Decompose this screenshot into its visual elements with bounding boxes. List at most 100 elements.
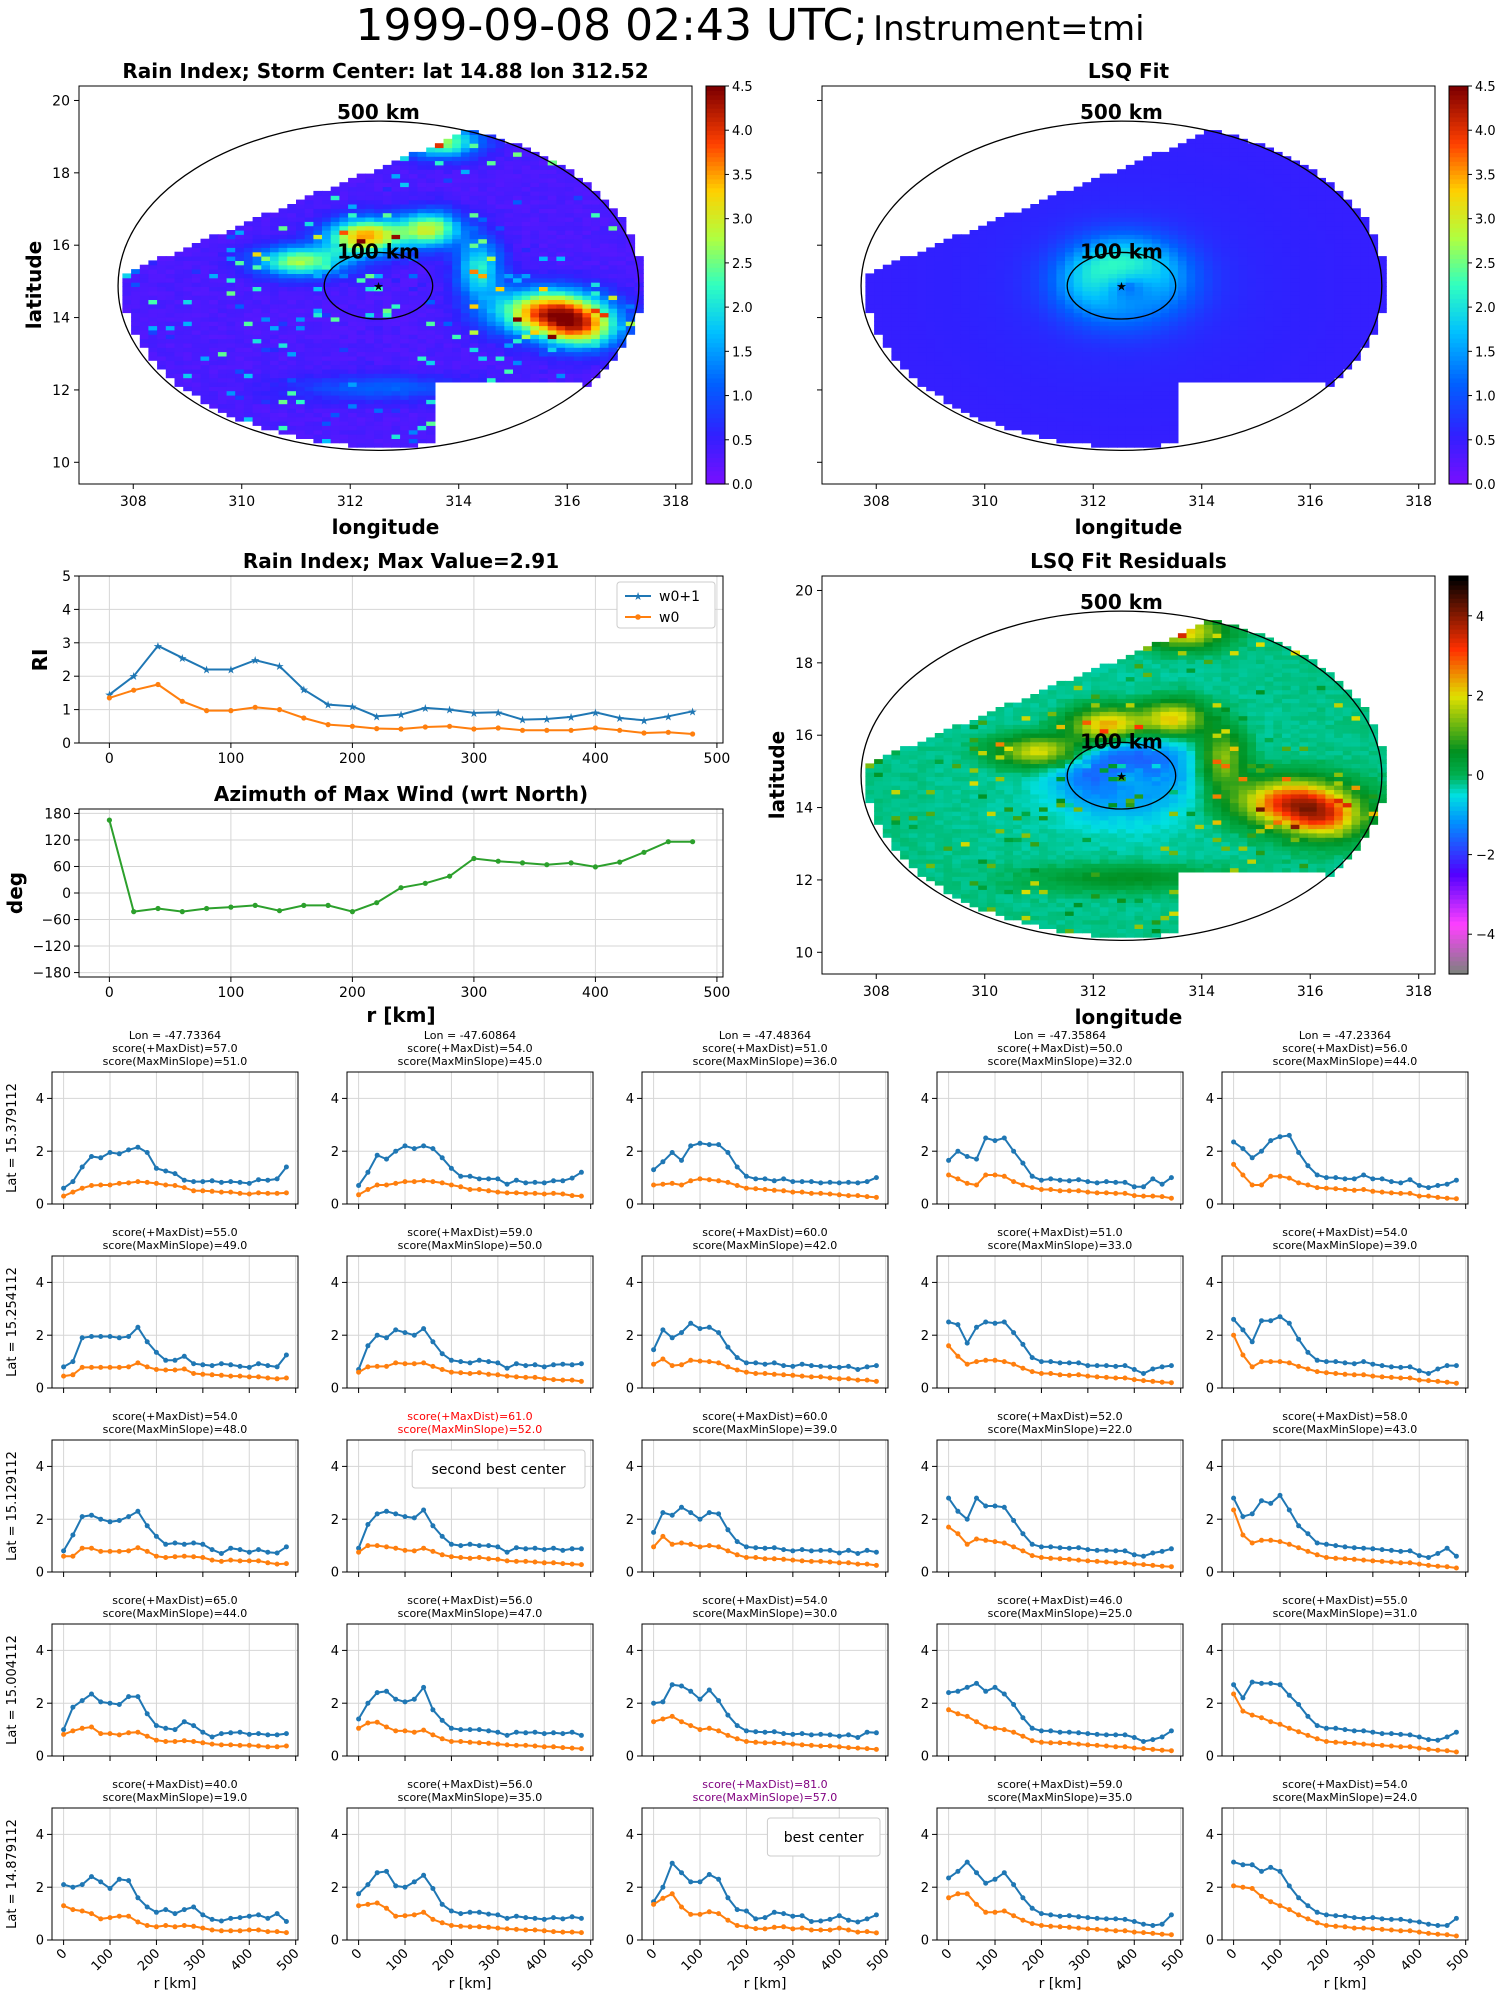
grid-r0c3-point-w0 xyxy=(1150,1194,1155,1199)
grid-r3c0-point-w0 xyxy=(154,1738,159,1743)
grid-r0c4-point-w0p1 xyxy=(1389,1179,1394,1184)
grid-r0c0-point-w0 xyxy=(154,1181,159,1186)
grid-r4c3-point-w0p1 xyxy=(1039,1911,1044,1916)
grid-r2c2-point-w0 xyxy=(670,1542,675,1547)
grid-r0c2-point-w0p1 xyxy=(846,1180,851,1185)
grid-r4c1-score-maxminslope: score(MaxMinSlope)=35.0 xyxy=(398,1791,543,1804)
grid-r3c4-point-w0p1 xyxy=(1380,1731,1385,1736)
grid-r0c4-point-w0p1 xyxy=(1240,1146,1245,1151)
grid-r0c4-ytick-label: 4 xyxy=(1206,1092,1214,1107)
az-plot-ylabel: deg xyxy=(3,872,27,914)
grid-r4c3-frame xyxy=(937,1808,1183,1940)
ri-plot-point-w0p1: ★ xyxy=(323,699,333,712)
ri-plot-xtick-label: 200 xyxy=(339,751,366,767)
ri-plot-ytick-label: 0 xyxy=(62,736,71,752)
grid-r3c0-point-w0p1 xyxy=(275,1732,280,1737)
grid-r2c2-point-w0p1 xyxy=(688,1510,693,1515)
grid-r0c1-ytick-label: 4 xyxy=(331,1092,339,1107)
lsq-map-xtick-label: 310 xyxy=(971,494,998,510)
grid-r2c0-point-w0p1 xyxy=(275,1551,280,1556)
grid-r3c3-point-w0p1 xyxy=(974,1681,979,1686)
ri-plot-point-w0p1: ★ xyxy=(542,713,552,726)
ri-plot-point-w0p1: ★ xyxy=(153,640,163,653)
grid-r2c1-point-w0p1 xyxy=(560,1548,565,1553)
ri-plot-point-w0p1: ★ xyxy=(639,714,649,727)
grid-r1c1-point-w0p1 xyxy=(486,1359,491,1364)
grid-r3c4-point-w0p1 xyxy=(1343,1727,1348,1732)
grid-r3c3-score-maxdist: score(+MaxDist)=46.0 xyxy=(997,1594,1122,1607)
grid-r3c2-point-w0p1 xyxy=(688,1689,693,1694)
grid-r2c3-point-w0 xyxy=(965,1542,970,1547)
grid-r1c1-point-w0p1 xyxy=(384,1335,389,1340)
az-plot-point-az xyxy=(471,856,476,861)
rain-map-title: Rain Index; Storm Center: lat 14.88 lon … xyxy=(122,59,648,83)
grid-r3c4-point-w0p1 xyxy=(1370,1730,1375,1735)
grid-r2c0-point-w0 xyxy=(145,1549,150,1554)
grid-r1c1-point-w0p1 xyxy=(375,1333,380,1338)
grid-r3c4-point-w0p1 xyxy=(1454,1730,1459,1735)
grid-r0c0-point-w0p1 xyxy=(265,1178,270,1183)
grid-r1c3-point-w0 xyxy=(1150,1379,1155,1384)
grid-r0c0-point-w0 xyxy=(228,1190,233,1195)
grid-r3c3-point-w0p1 xyxy=(1030,1726,1035,1731)
grid-r2c3-point-w0 xyxy=(1058,1556,1063,1561)
grid-r3c2-point-w0 xyxy=(725,1733,730,1738)
ri-plot-point-w0 xyxy=(326,722,331,727)
grid-r2c1-point-w0 xyxy=(570,1562,575,1567)
grid-r2c2-point-w0p1 xyxy=(763,1546,768,1551)
grid-r4c1-point-w0 xyxy=(477,1924,482,1929)
resid-map-xtick-label: 318 xyxy=(1405,984,1432,1000)
grid-r3c1-point-w0p1 xyxy=(393,1697,398,1702)
az-plot-xtick-label: 400 xyxy=(582,985,609,1001)
grid-r2c1-point-w0 xyxy=(365,1543,370,1548)
grid-r1c1-ytick-label: 2 xyxy=(331,1329,339,1344)
grid-r0c3-ytick-label: 0 xyxy=(921,1198,929,1213)
grid-r4c4-xtick-label: 400 xyxy=(1398,1946,1426,1974)
grid-r4c4-point-w0p1 xyxy=(1305,1903,1310,1908)
grid-r4c2-point-w0p1 xyxy=(688,1879,693,1884)
grid-r4c4-point-w0p1 xyxy=(1408,1919,1413,1924)
grid-r1c0-point-w0 xyxy=(265,1376,270,1381)
grid-r1c3-point-w0 xyxy=(1104,1375,1109,1380)
grid-r2c4-point-w0p1 xyxy=(1445,1546,1450,1551)
grid-r4c4-point-w0 xyxy=(1435,1932,1440,1937)
grid-r0c2-point-w0p1 xyxy=(716,1142,721,1147)
grid-r1c3-point-w0 xyxy=(1123,1376,1128,1381)
grid-r4c3-xtick-label: 300 xyxy=(1067,1946,1095,1974)
grid-r2c4-point-w0 xyxy=(1240,1533,1245,1538)
grid-r1c4-point-w0p1 xyxy=(1352,1361,1357,1366)
grid-r1c0-ytick-label: 2 xyxy=(36,1329,44,1344)
grid-r2c3-point-w0 xyxy=(1095,1559,1100,1564)
grid-r1c0-point-w0p1 xyxy=(135,1325,140,1330)
grid-r1c3-ytick-label: 2 xyxy=(921,1329,929,1344)
resid-map-xlabel: longitude xyxy=(1075,1005,1183,1029)
grid-r4c1-ytick-label: 2 xyxy=(331,1881,339,1896)
grid-r3c2-ytick-label: 2 xyxy=(626,1697,634,1712)
grid-r0c1-point-w0p1 xyxy=(384,1157,389,1162)
grid-r2c3-point-w0p1 xyxy=(1048,1544,1053,1549)
ri-plot-point-w0p1: ★ xyxy=(663,710,673,723)
grid-r1c1-point-w0 xyxy=(486,1372,491,1377)
grid-r3c1-point-w0p1 xyxy=(579,1733,584,1738)
grid-r1c3-point-w0 xyxy=(1141,1378,1146,1383)
grid-r3c2-point-w0 xyxy=(735,1736,740,1741)
grid-r2c3-point-w0 xyxy=(1020,1548,1025,1553)
grid-r4c3-point-w0p1 xyxy=(1095,1916,1100,1921)
resid-map-cbar-label: 4 xyxy=(1476,610,1484,625)
grid-r1c0-point-w0p1 xyxy=(228,1362,233,1367)
grid-r3c2-point-w0 xyxy=(781,1741,786,1746)
grid-r1c2-point-w0p1 xyxy=(763,1362,768,1367)
grid-r4c0-point-w0p1 xyxy=(173,1911,178,1916)
grid-r4c3-point-w0 xyxy=(1002,1909,1007,1914)
grid-r2c2-point-w0p1 xyxy=(772,1545,777,1550)
grid-r2c1-point-w0p1 xyxy=(533,1546,538,1551)
grid-r3c1-point-w0p1 xyxy=(533,1730,538,1735)
ri-plot-point-w0 xyxy=(180,699,185,704)
grid-r0c1-point-w0 xyxy=(440,1180,445,1185)
grid-r3c4-point-w0 xyxy=(1426,1747,1431,1752)
lsq-map-xtick-label: 312 xyxy=(1080,494,1107,510)
grid-r3c1-point-w0 xyxy=(384,1725,389,1730)
grid-r2c1-point-w0p1 xyxy=(384,1509,389,1514)
grid-r4c3-point-w0 xyxy=(1039,1923,1044,1928)
grid-r0c2-point-w0 xyxy=(828,1192,833,1197)
